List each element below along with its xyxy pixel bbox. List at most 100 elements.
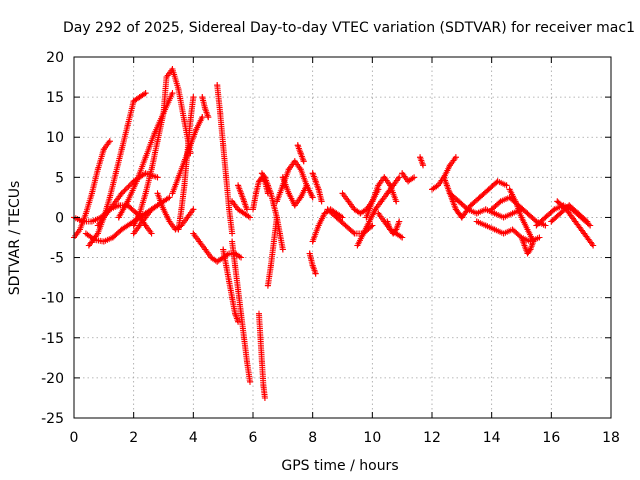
data-point <box>257 334 264 341</box>
data-point <box>375 210 382 217</box>
data-point <box>366 218 373 225</box>
data-point <box>566 202 573 209</box>
data-point <box>226 206 233 213</box>
data-point <box>429 186 435 193</box>
data-point <box>524 226 531 233</box>
data-point <box>226 250 233 257</box>
data-point <box>76 226 83 233</box>
data-point <box>521 242 528 249</box>
data-point <box>273 214 280 221</box>
data-point <box>232 262 239 269</box>
data-point <box>154 190 161 197</box>
data-point <box>351 206 358 213</box>
series-track-9 <box>154 190 197 233</box>
data-point <box>572 218 579 225</box>
y-tick-label: -5 <box>50 251 64 267</box>
data-point <box>449 198 456 205</box>
data-point <box>255 310 262 317</box>
series-track-23 <box>273 158 316 205</box>
data-point <box>440 174 447 181</box>
x-tick-label: 12 <box>423 430 441 446</box>
series-track-34 <box>375 210 406 241</box>
x-tick-label: 10 <box>363 430 381 446</box>
data-point <box>399 234 406 241</box>
data-point <box>420 162 427 169</box>
data-point <box>309 262 316 269</box>
data-point <box>387 226 394 233</box>
data-point <box>252 190 259 197</box>
data-point <box>235 206 242 213</box>
data-point <box>232 310 239 317</box>
data-point <box>312 178 319 185</box>
series-track-17 <box>229 198 254 221</box>
data-point <box>88 218 95 225</box>
data-point <box>455 210 462 217</box>
data-point <box>551 206 558 213</box>
data-point <box>160 110 167 117</box>
series-track-31 <box>354 174 403 249</box>
x-tick-label: 16 <box>542 430 560 446</box>
data-point <box>214 258 221 265</box>
data-point <box>214 82 221 89</box>
data-point <box>473 218 480 225</box>
data-point <box>339 214 346 221</box>
data-point <box>500 214 507 221</box>
x-tick-label: 8 <box>308 430 317 446</box>
data-point <box>509 226 516 233</box>
data-point <box>136 210 143 217</box>
data-point <box>238 310 245 317</box>
data-point <box>372 206 379 213</box>
data-point <box>279 246 286 253</box>
data-point <box>381 218 388 225</box>
data-point <box>100 146 107 153</box>
data-point <box>536 234 543 241</box>
data-point <box>381 174 388 181</box>
data-point <box>476 194 483 201</box>
data-point <box>333 214 340 221</box>
data-point <box>241 334 248 341</box>
data-point <box>587 222 594 229</box>
data-point <box>244 358 251 365</box>
data-point <box>106 194 113 201</box>
data-point <box>235 182 242 189</box>
data-point <box>184 214 191 221</box>
series-track-32 <box>363 174 400 221</box>
data-point <box>220 142 227 149</box>
data-point <box>270 202 277 209</box>
data-point <box>136 94 143 101</box>
data-point <box>238 190 245 197</box>
data-point <box>473 210 480 217</box>
data-point <box>91 236 98 243</box>
data-point <box>184 150 191 157</box>
data-point <box>160 206 167 213</box>
data-point <box>291 158 298 165</box>
series-track-20 <box>255 310 268 401</box>
data-point <box>169 190 176 197</box>
data-point <box>509 210 516 217</box>
series-track-35 <box>399 170 418 185</box>
data-point <box>360 230 367 237</box>
data-point <box>115 202 122 209</box>
data-point <box>279 174 286 181</box>
data-point <box>124 122 131 129</box>
series-track-40 <box>458 178 510 221</box>
data-point <box>452 206 459 213</box>
tick-layer: 0 2 4 6 8 10 12 14 16 18 -25 -20 -15 -10 -5 0 5 10 15 20 <box>41 50 620 446</box>
x-tick-label: 6 <box>249 430 258 446</box>
data-point <box>294 142 301 149</box>
data-point <box>199 114 206 121</box>
series-track-36 <box>417 154 427 169</box>
series-track-25 <box>294 142 307 165</box>
data-point <box>273 198 280 205</box>
data-point <box>446 190 453 197</box>
data-point <box>112 170 119 177</box>
data-point <box>396 218 403 225</box>
x-tick-label: 4 <box>189 430 198 446</box>
data-point <box>542 222 549 229</box>
series-track-26 <box>306 250 319 277</box>
data-point <box>315 186 322 193</box>
data-point <box>142 90 149 97</box>
data-point <box>557 210 564 217</box>
